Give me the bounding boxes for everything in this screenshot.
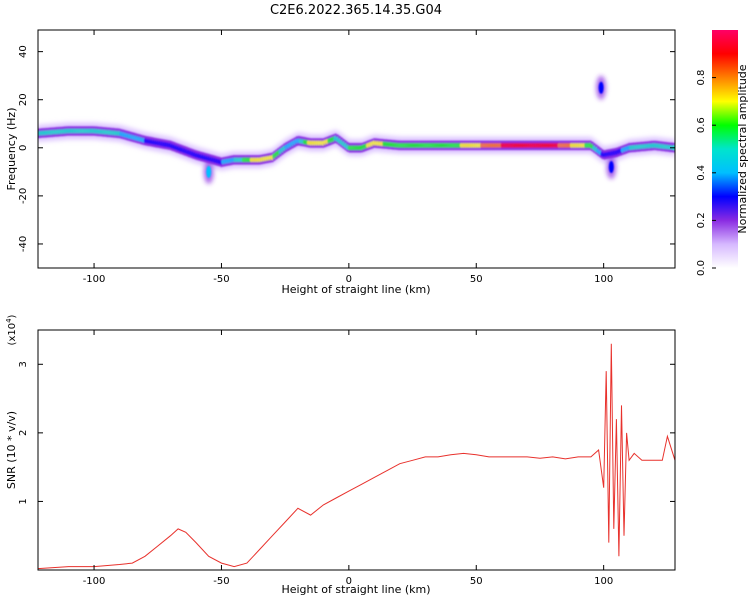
spectrogram-heatmap <box>38 75 675 184</box>
snr-x-label: Height of straight line (km) <box>281 583 430 596</box>
snr-x-axis: -100 -50 0 50 100 <box>83 330 613 587</box>
snr-series-line <box>38 343 675 570</box>
x-tick-label: -50 <box>213 576 229 587</box>
y-tick-label: 2 <box>18 430 29 436</box>
spectrogram-x-axis: -100 -50 0 50 100 <box>83 30 613 285</box>
x-tick-label: 0 <box>346 274 352 285</box>
snr-y-label: SNR (10 * v/v) <box>5 411 18 489</box>
figure-title: C2E6.2022.365.14.35.G04 <box>270 3 442 18</box>
colorbar-tick-label: 0.6 <box>696 117 707 133</box>
snr-frame <box>37 329 676 571</box>
y-tick-label: -40 <box>18 236 29 252</box>
y-tick-label: 1 <box>18 498 29 504</box>
colorbar-ticks: 0.0 0.2 0.4 0.6 0.8 <box>696 70 716 276</box>
x-tick-label: 100 <box>594 274 613 285</box>
heatmap-core <box>38 81 675 178</box>
spectrogram-frame <box>37 29 676 269</box>
spectrogram-x-label: Height of straight line (km) <box>281 283 430 296</box>
snr-y-axis: 1 2 3 <box>18 361 675 505</box>
colorbar-label: Normalized spectral amplitude <box>736 64 749 233</box>
colorbar-tick-label: 0.0 <box>696 260 707 276</box>
y-tick-label: 3 <box>18 361 29 367</box>
spectrogram-chart: -100 -50 0 50 100 -40 -20 0 20 40 Height of stra… <box>5 29 676 296</box>
heatmap-feature <box>608 161 614 174</box>
colorbar-tick-label: 0.4 <box>696 165 707 181</box>
colorbar-tick-label: 0.8 <box>696 70 707 86</box>
heatmap-feature <box>206 165 212 178</box>
x-tick-label: 50 <box>470 274 483 285</box>
colorbar-tick-label: 0.2 <box>696 212 707 228</box>
snr-y-scale: (x104) <box>5 314 18 345</box>
heatmap-feature <box>598 81 604 94</box>
y-tick-label: 0 <box>18 145 29 151</box>
x-tick-label: -100 <box>83 576 106 587</box>
y-tick-label: 20 <box>18 93 29 106</box>
spectrogram-y-label: Frequency (Hz) <box>5 108 18 191</box>
x-tick-label: -50 <box>213 274 229 285</box>
y-tick-label: -20 <box>18 188 29 204</box>
x-tick-label: 100 <box>594 576 613 587</box>
x-tick-label: -100 <box>83 274 106 285</box>
heatmap-halo <box>38 75 675 184</box>
y-tick-label: 40 <box>18 45 29 58</box>
spectrogram-y-axis: -40 -20 0 20 40 <box>18 45 675 252</box>
x-tick-label: 50 <box>470 576 483 587</box>
colorbar: 0.0 0.2 0.4 0.6 0.8 Normalized spectral ampl… <box>696 30 749 276</box>
x-tick-label: 0 <box>346 576 352 587</box>
snr-chart: -100 -50 0 50 100 1 2 3 Height of straight lin… <box>5 314 676 596</box>
colorbar-gradient <box>712 30 738 268</box>
